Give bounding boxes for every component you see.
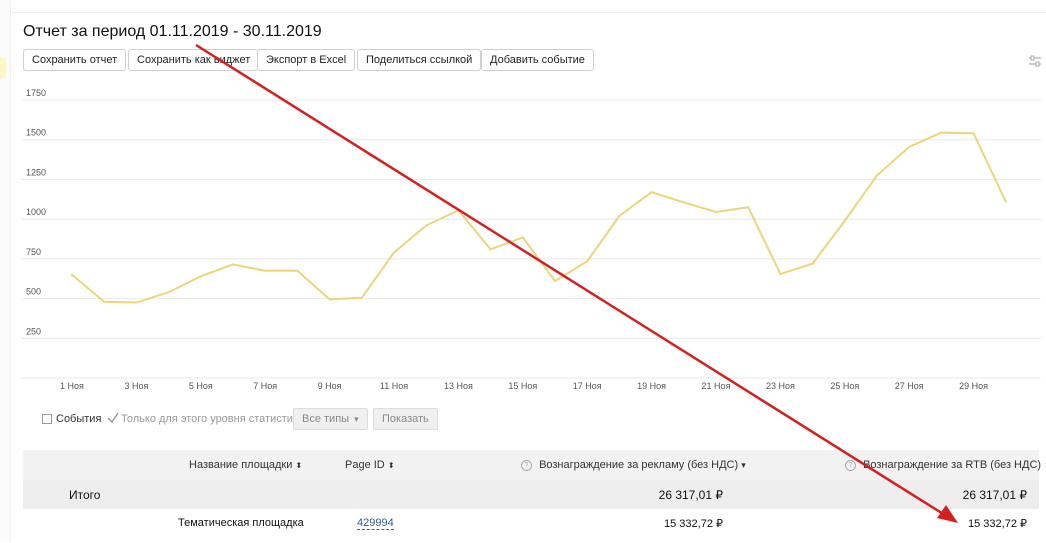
sliders-icon[interactable] xyxy=(1028,55,1042,67)
table-row: Тематическая площадка 429994 15 332,72 ₽… xyxy=(23,509,1039,538)
col-reward-ads-label: Вознаграждение за рекламу (без НДС) xyxy=(539,459,739,471)
col-site-name-label: Название площадки xyxy=(189,459,293,471)
y-tick-label: 1500 xyxy=(26,128,46,138)
y-tick-label: 1000 xyxy=(26,207,46,217)
total-reward-ads: 26 317,01 ₽ xyxy=(658,488,723,502)
x-tick-label: 9 Ноя xyxy=(318,381,342,391)
data-point xyxy=(747,206,750,209)
x-tick-label: 15 Ноя xyxy=(508,381,537,391)
col-reward-ads[interactable]: ? Вознаграждение за рекламу (без НДС) ▾ xyxy=(521,459,746,471)
col-page-id[interactable]: Page ID ⬍ xyxy=(345,459,395,471)
data-point xyxy=(618,214,621,217)
y-tick-label: 1250 xyxy=(26,167,46,177)
share-link-button[interactable]: Поделиться ссылкой xyxy=(357,49,482,71)
data-point xyxy=(843,219,846,222)
sort-icon: ⬍ xyxy=(387,461,395,470)
events-checkbox[interactable] xyxy=(42,414,52,424)
sort-icon: ⬍ xyxy=(295,461,303,470)
data-point xyxy=(586,260,589,263)
help-icon[interactable]: ? xyxy=(845,460,856,471)
left-edge xyxy=(0,0,11,542)
data-point xyxy=(103,300,106,303)
x-tick-label: 19 Ноя xyxy=(637,381,666,391)
table-header: Название площадки ⬍ Page ID ⬍ ? Вознагра… xyxy=(23,450,1046,481)
data-point xyxy=(360,296,363,299)
series-line xyxy=(71,131,1007,304)
total-reward-rtb: 26 317,01 ₽ xyxy=(962,488,1027,502)
only-level-checkbox[interactable] xyxy=(106,411,120,425)
x-tick-label: 3 Ноя xyxy=(124,381,148,391)
x-tick-label: 13 Ноя xyxy=(444,381,473,391)
table-total-row: Итого 26 317,01 ₽ 26 317,01 ₽ xyxy=(23,480,1039,510)
data-point xyxy=(232,263,234,266)
data-point xyxy=(715,210,717,213)
data-point xyxy=(393,251,395,254)
add-event-button[interactable]: Добавить событие xyxy=(481,49,594,71)
line-chart: 250 500 750 1000 1250 1500 1750 1 Ноя 3 Ноя 5 Ноя… xyxy=(22,88,1041,391)
data-point xyxy=(199,275,202,278)
x-tick-label: 23 Ноя xyxy=(766,381,795,391)
data-point xyxy=(682,201,685,204)
x-tick-label: 17 Ноя xyxy=(573,381,602,391)
page-title: Отчет за период 01.11.2019 - 30.11.2019 xyxy=(23,23,322,40)
x-tick-label: 7 Ноя xyxy=(253,381,277,391)
data-point xyxy=(811,262,814,265)
x-tick-label: 11 Ноя xyxy=(380,381,408,391)
data-point xyxy=(264,269,267,272)
x-tick-label: 29 Ноя xyxy=(959,381,988,391)
total-label: Итого xyxy=(69,488,101,502)
data-point xyxy=(554,280,556,283)
data-point xyxy=(328,298,331,301)
x-tick-label: 21 Ноя xyxy=(702,381,731,391)
sort-desc-icon: ▾ xyxy=(741,460,746,470)
data-point xyxy=(779,272,782,275)
types-select[interactable]: Все типы ▾ xyxy=(293,408,368,430)
col-reward-rtb[interactable]: ? Вознаграждение за RTB (без НДС) ⬍ xyxy=(845,459,1046,471)
sort-icon: ⬍ xyxy=(1044,461,1046,470)
data-point xyxy=(296,269,299,272)
only-level-label: Только для этого уровня статистики xyxy=(121,413,304,425)
data-point xyxy=(1004,200,1007,203)
data-point xyxy=(908,145,911,148)
y-tick-label: 1750 xyxy=(26,88,46,98)
data-point xyxy=(135,301,138,304)
data-point xyxy=(71,273,73,276)
data-point xyxy=(457,209,460,212)
types-select-value: Все типы xyxy=(302,413,350,425)
data-point xyxy=(521,236,524,239)
data-point xyxy=(489,248,492,251)
row-reward-rtb: 15 332,72 ₽ xyxy=(968,518,1027,530)
save-widget-button[interactable]: Сохранить как виджет xyxy=(128,49,260,71)
data-point xyxy=(972,132,975,135)
left-tab-marker xyxy=(0,58,6,78)
help-icon[interactable]: ? xyxy=(521,460,532,471)
data-point xyxy=(167,291,170,294)
data-point xyxy=(876,174,878,177)
chevron-down-icon: ▾ xyxy=(354,414,359,424)
show-button[interactable]: Показать xyxy=(373,408,438,430)
y-tick-label: 750 xyxy=(26,247,41,257)
x-tick-label: 25 Ноя xyxy=(830,381,859,391)
row-reward-ads: 15 332,72 ₽ xyxy=(664,518,723,530)
x-tick-label: 27 Ноя xyxy=(895,381,924,391)
y-tick-label: 500 xyxy=(26,287,41,297)
x-tick-label: 1 Ноя xyxy=(60,381,84,391)
col-page-id-label: Page ID xyxy=(345,459,385,471)
events-label: События xyxy=(56,413,102,425)
row-page-id-link[interactable]: 429994 xyxy=(357,517,394,530)
data-point xyxy=(940,131,943,134)
col-reward-rtb-label: Вознаграждение за RTB (без НДС) xyxy=(863,459,1042,471)
x-tick-label: 5 Ноя xyxy=(189,381,213,391)
row-site-name: Тематическая площадка xyxy=(178,517,304,529)
save-report-button[interactable]: Сохранить отчет xyxy=(23,49,127,71)
export-excel-button[interactable]: Экспорт в Excel xyxy=(257,49,356,71)
data-point xyxy=(425,224,428,227)
y-tick-label: 250 xyxy=(26,326,41,336)
col-site-name[interactable]: Название площадки ⬍ xyxy=(189,459,302,471)
data-point xyxy=(650,191,653,194)
